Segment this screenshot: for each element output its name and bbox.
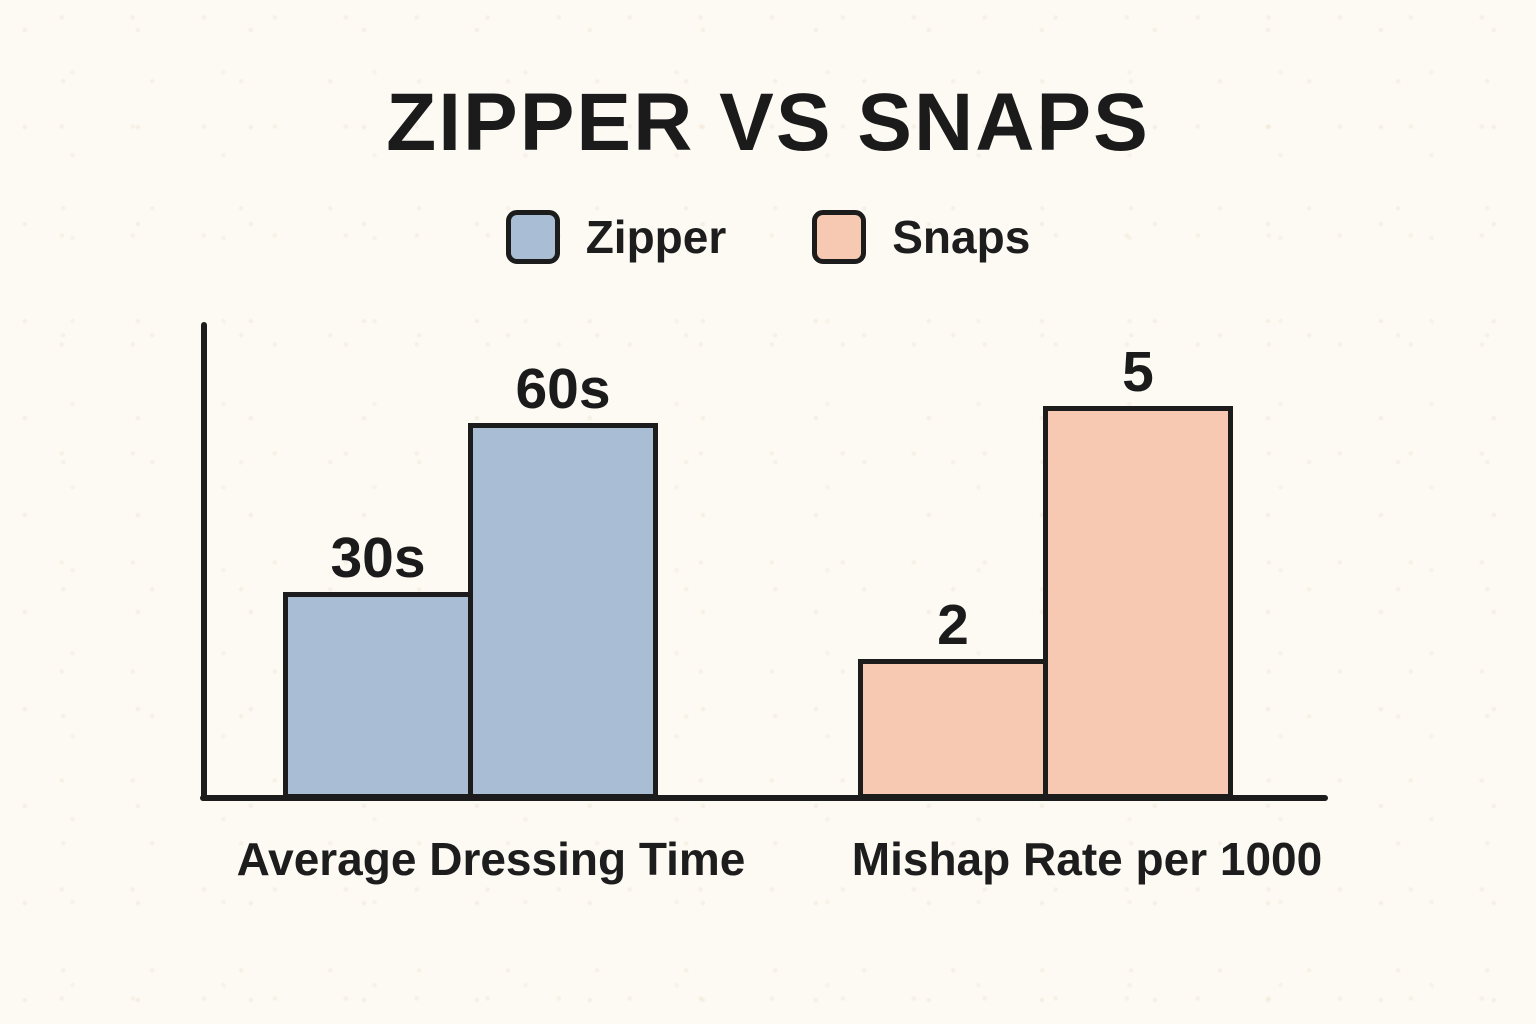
chart-title: ZIPPER VS SNAPS [386, 77, 1150, 168]
category-label-mishap-rate: Mishap Rate per 1000 [851, 833, 1323, 885]
snaps-swatch-icon [812, 210, 867, 264]
bar-value-label: 30s [330, 526, 426, 590]
zipper-swatch-icon [505, 210, 560, 264]
bar-group: 30s 60s [283, 357, 658, 799]
y-axis-line [201, 322, 207, 801]
bar-zipper-60s: 60s [468, 357, 658, 799]
category-label-dressing-time: Average Dressing Time [236, 833, 746, 885]
legend: Zipper Snaps [0, 210, 1536, 264]
x-axis-line [200, 795, 1328, 801]
bar-value-label: 2 [937, 593, 969, 657]
bar-value-label: 5 [1122, 340, 1154, 404]
legend-item-snaps: Snaps [812, 210, 1030, 264]
legend-item-zipper: Zipper [505, 210, 727, 264]
bar-zipper-30s: 30s [283, 526, 473, 799]
bar-snaps-5: 5 [1043, 340, 1233, 799]
bar-value-label: 60s [515, 357, 611, 421]
legend-label-snaps: Snaps [892, 211, 1031, 263]
legend-label-zipper: Zipper [585, 211, 727, 263]
bar-snaps-2: 2 [858, 593, 1048, 799]
